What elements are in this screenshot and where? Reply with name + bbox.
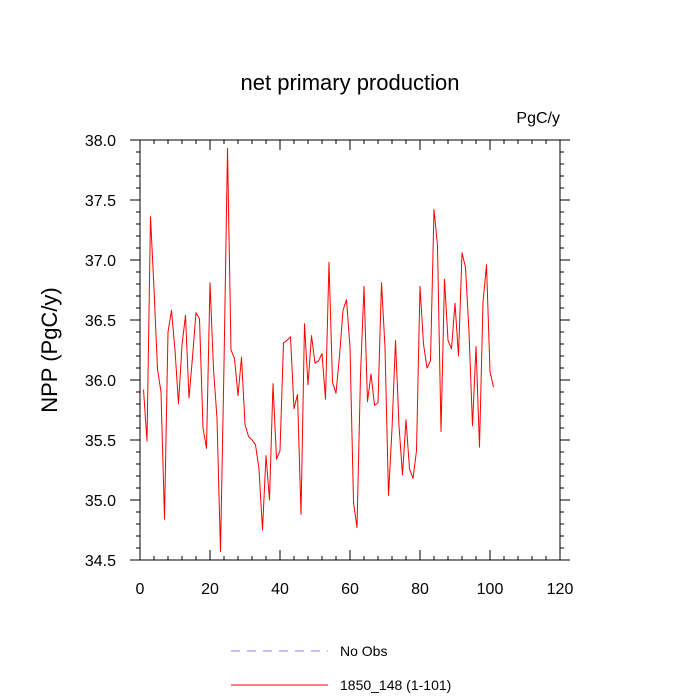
x-tick-label: 120 bbox=[547, 581, 574, 598]
x-tick-label: 40 bbox=[271, 581, 289, 598]
legend: No Obs 1850_148 (1-101) bbox=[231, 643, 451, 693]
y-tick-label: 37.0 bbox=[85, 253, 116, 270]
y-tick-label: 35.0 bbox=[85, 493, 116, 510]
y-axis-label: NPP (PgC/y) bbox=[37, 287, 62, 413]
y-tick-label: 38.0 bbox=[85, 133, 116, 150]
x-tick-label: 100 bbox=[477, 581, 504, 598]
x-tick-label: 60 bbox=[341, 581, 359, 598]
x-tick-label: 0 bbox=[136, 581, 145, 598]
plot-area bbox=[143, 147, 494, 553]
x-tick-label: 80 bbox=[411, 581, 429, 598]
units-label: PgC/y bbox=[516, 110, 560, 127]
axes: 0 20 40 60 80 100 120 34.5 35.0 35.5 36.0 36.5 37.0 3… bbox=[85, 133, 574, 598]
y-tick-label: 36.0 bbox=[85, 373, 116, 390]
y-tick-label: 35.5 bbox=[85, 433, 116, 450]
chart-title: net primary production bbox=[241, 70, 460, 95]
y-tick-label: 37.5 bbox=[85, 193, 116, 210]
legend-label-no-obs: No Obs bbox=[340, 643, 387, 659]
y-tick-label: 36.5 bbox=[85, 313, 116, 330]
y-tick-label: 34.5 bbox=[85, 553, 116, 570]
series-line-1 bbox=[143, 147, 494, 553]
x-tick-label: 20 bbox=[201, 581, 219, 598]
legend-label-1850-148: 1850_148 (1-101) bbox=[340, 677, 451, 693]
